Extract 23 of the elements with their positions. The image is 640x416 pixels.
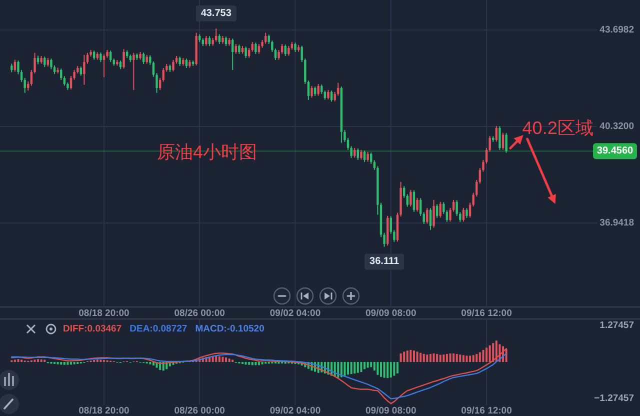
x-tick-label: 08/26 00:00 [174, 308, 225, 319]
annotation: MACD:-0.10520 [195, 324, 264, 334]
text: DEA:0.08727 [130, 324, 188, 334]
x-tick-label: 09/02 04:00 [270, 406, 321, 416]
x-tick-label: 08/26 00:00 [174, 406, 225, 416]
y-tick-label: 43.6982 [600, 24, 634, 36]
y-tick-label: 40.3200 [600, 121, 634, 132]
x-tick-label: 09/09 08:00 [366, 308, 416, 319]
annotation: 40.2区域 [522, 118, 594, 138]
annotation: 原油4小时图 [157, 142, 258, 162]
x-tick-label: 08/18 20:00 [78, 406, 130, 416]
y-tick-label: 1.27457 [600, 320, 634, 331]
y-tick-label: 36.9418 [600, 217, 634, 228]
y-tick-label: −1.27457 [594, 393, 634, 404]
text: DIFF:0.03467 [63, 324, 122, 334]
x-tick-label: 09/16 12:00 [461, 308, 512, 319]
x-tick-label: 09/09 08:00 [366, 406, 416, 416]
ref-line-label: 39.4560 [596, 146, 634, 157]
annotation: 36.111 [370, 256, 400, 268]
x-tick-label: 08/18 20:00 [78, 308, 130, 319]
x-tick-label: 09/02 04:00 [270, 308, 321, 319]
annotation: 43.753 [200, 8, 232, 19]
x-tick-label: 09/16 12:00 [461, 406, 512, 416]
